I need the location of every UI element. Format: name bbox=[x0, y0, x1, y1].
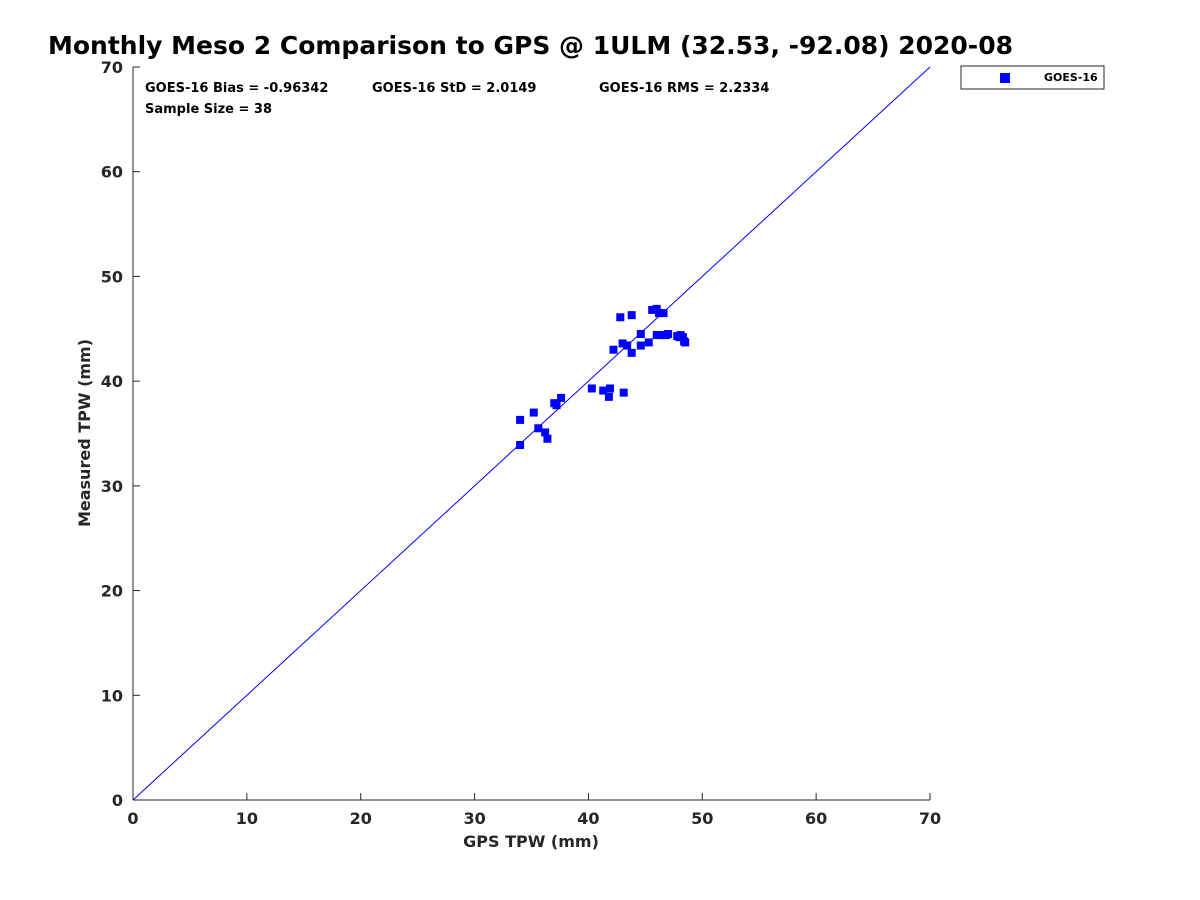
data-point bbox=[619, 388, 628, 397]
bias-stat: GOES-16 Bias = -0.96342 bbox=[145, 81, 328, 96]
data-point bbox=[623, 341, 632, 350]
data-point bbox=[609, 345, 618, 354]
x-tick-label: 10 bbox=[236, 809, 258, 828]
data-point bbox=[636, 341, 645, 350]
chart-title: Monthly Meso 2 Comparison to GPS @ 1ULM … bbox=[48, 31, 1013, 60]
x-tick-label: 40 bbox=[577, 809, 599, 828]
one-to-one-line bbox=[132, 66, 931, 801]
data-point bbox=[627, 348, 636, 357]
x-tick-label: 60 bbox=[805, 809, 827, 828]
data-point bbox=[557, 393, 566, 402]
data-point bbox=[529, 408, 538, 417]
legend-label: GOES-16 bbox=[1044, 71, 1098, 84]
y-tick-label: 30 bbox=[101, 477, 123, 496]
y-tick-label: 0 bbox=[112, 791, 123, 810]
y-tick-label: 10 bbox=[101, 686, 123, 705]
std-stat: GOES-16 StD = 2.0149 bbox=[372, 81, 536, 96]
data-point bbox=[652, 331, 661, 340]
data-point bbox=[552, 401, 561, 410]
data-point bbox=[652, 304, 661, 313]
data-point bbox=[587, 384, 596, 393]
x-tick-label: 70 bbox=[919, 809, 941, 828]
data-points bbox=[516, 304, 690, 450]
x-tick-label: 20 bbox=[350, 809, 372, 828]
x-tick-label: 0 bbox=[127, 809, 138, 828]
sample-size-stat: Sample Size = 38 bbox=[145, 102, 272, 117]
legend: GOES-16 bbox=[960, 65, 1105, 90]
y-tick-label: 50 bbox=[101, 267, 123, 286]
data-point bbox=[678, 333, 687, 342]
y-tick-label: 70 bbox=[101, 58, 123, 77]
data-point bbox=[606, 384, 615, 393]
y-tick-label: 60 bbox=[101, 163, 123, 182]
y-tick-label: 20 bbox=[101, 582, 123, 601]
y-ticks: 0 10 20 30 40 50 60 70 bbox=[101, 58, 140, 810]
data-point bbox=[636, 330, 645, 339]
data-point bbox=[664, 330, 673, 339]
data-point bbox=[616, 313, 625, 322]
data-point bbox=[541, 428, 550, 437]
plot-area: 0 10 20 30 40 50 60 70 0 10 20 30 40 50 60 70 bbox=[101, 58, 941, 828]
x-axis-label: GPS TPW (mm) bbox=[463, 832, 599, 851]
rms-stat: GOES-16 RMS = 2.2334 bbox=[599, 81, 769, 96]
x-ticks: 0 10 20 30 40 50 60 70 bbox=[127, 793, 941, 828]
y-tick-label: 40 bbox=[101, 372, 123, 391]
data-point bbox=[604, 392, 613, 401]
data-point bbox=[516, 441, 525, 450]
legend-box bbox=[960, 65, 1105, 90]
data-point bbox=[648, 305, 657, 314]
data-point bbox=[516, 415, 525, 424]
data-point bbox=[618, 339, 627, 348]
data-point bbox=[644, 338, 653, 347]
data-point bbox=[534, 424, 543, 433]
y-axis-label: Measured TPW (mm) bbox=[75, 339, 94, 527]
data-point bbox=[543, 434, 552, 443]
data-point bbox=[599, 386, 608, 395]
x-tick-label: 30 bbox=[463, 809, 485, 828]
stats-annotations: GOES-16 Bias = -0.96342 GOES-16 StD = 2.… bbox=[145, 81, 769, 117]
data-point bbox=[659, 309, 668, 318]
data-point bbox=[627, 311, 636, 320]
data-point bbox=[655, 309, 664, 318]
data-point bbox=[681, 338, 690, 347]
legend-marker-square bbox=[1000, 73, 1010, 83]
x-tick-label: 50 bbox=[691, 809, 713, 828]
